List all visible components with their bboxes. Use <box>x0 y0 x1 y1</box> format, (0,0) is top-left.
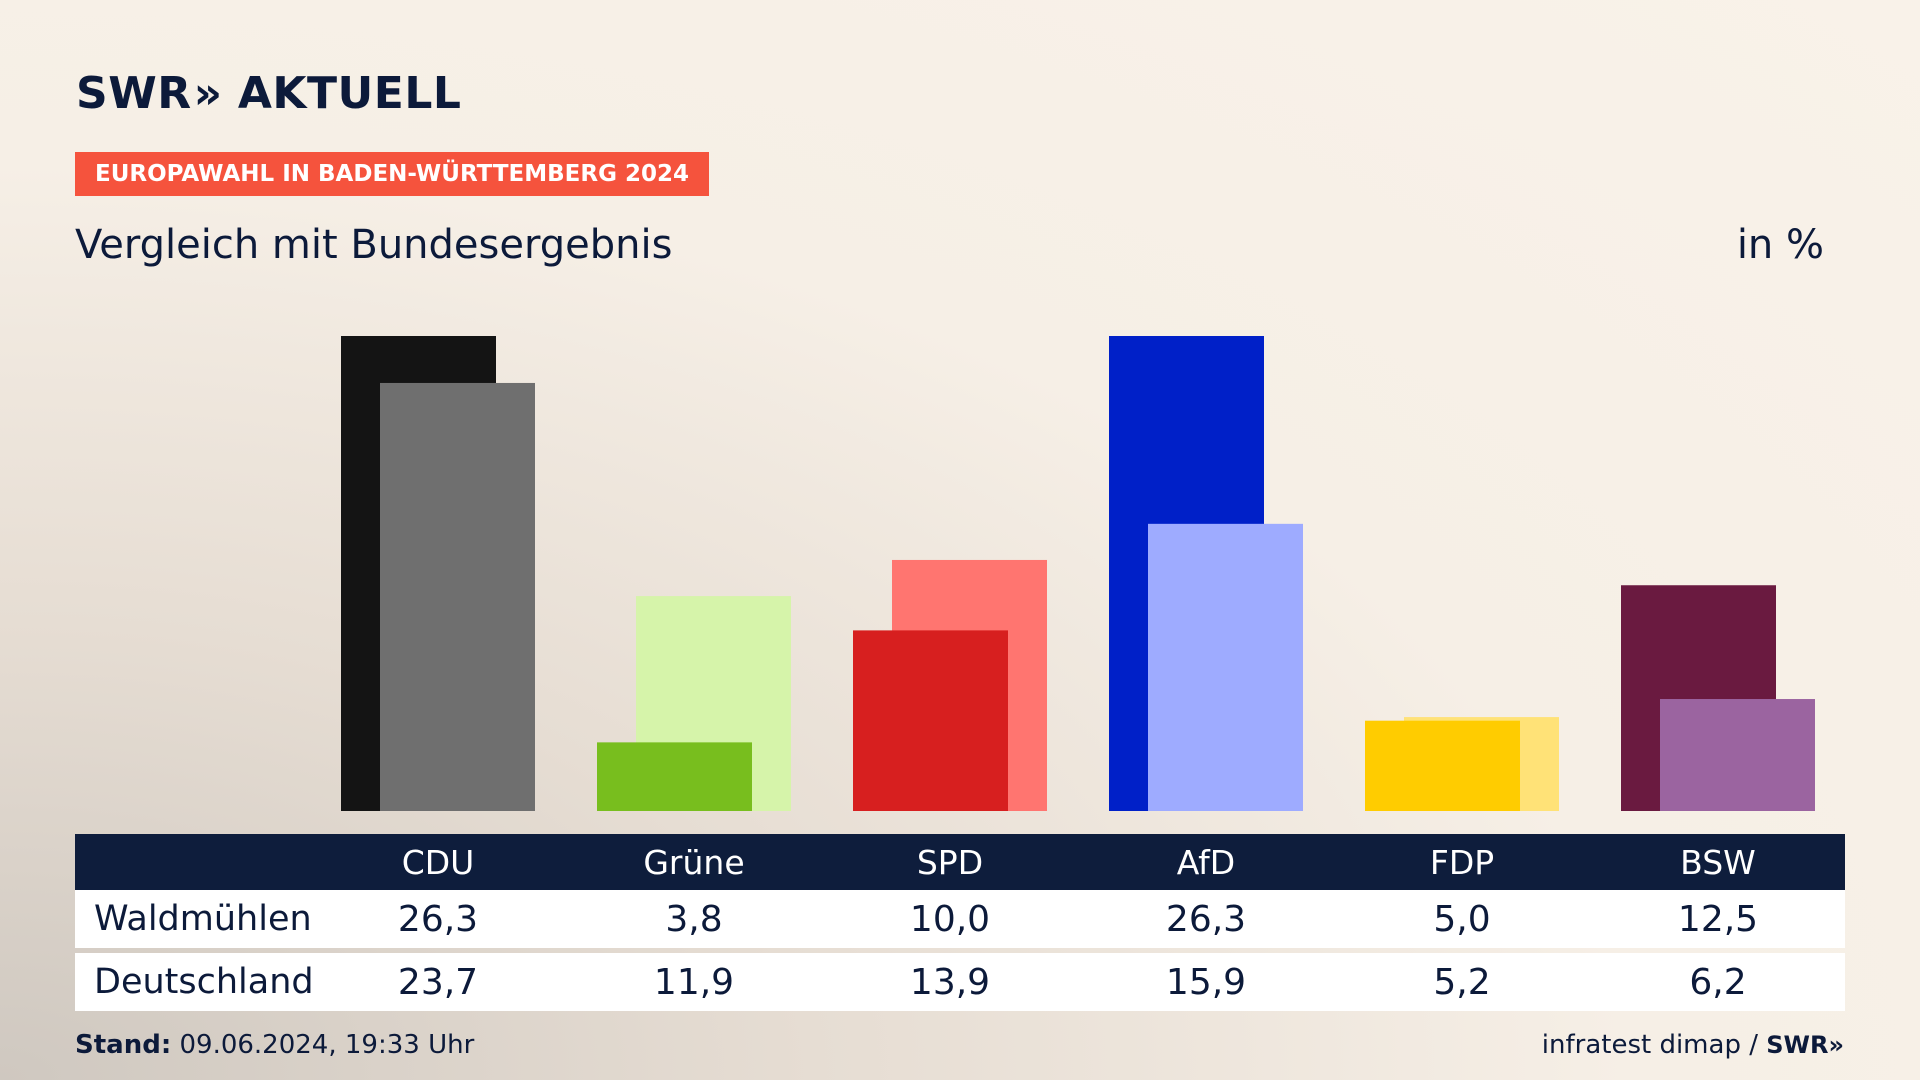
table-cell-afd: 15,9 <box>1165 961 1247 1003</box>
row-label-waldmuehlen: Waldmühlen <box>94 899 312 939</box>
column-header-grüne: Grüne <box>643 842 745 882</box>
table-cell-cdu: 23,7 <box>397 961 479 1003</box>
table-cell-grüne: 3,8 <box>665 898 723 940</box>
row-label-deutschland: Deutschland <box>94 962 314 1002</box>
results-table: CDU Grüne SPD AfD FDP BSW Waldmühlen 26,3 3,8 1… <box>75 834 1845 1011</box>
table-cell-spd: 10,0 <box>909 898 991 940</box>
table-cell-afd: 26,3 <box>1165 898 1247 940</box>
table-cell-fdp: 5,0 <box>1433 898 1491 940</box>
election-tag: EUROPAWAHL IN BADEN-WÜRTTEMBERG 2024 <box>75 152 710 196</box>
unit-label: in % <box>1736 222 1824 268</box>
table-cell-bsw: 6,2 <box>1689 961 1747 1003</box>
table-cell-spd: 13,9 <box>909 961 991 1003</box>
bar-chart <box>341 336 1815 811</box>
column-header-afd: AfD <box>1176 842 1236 882</box>
brand-product: AKTUELL <box>237 68 462 119</box>
table-row: Deutschland 23,7 11,9 13,9 15,9 5,2 6,2 <box>75 953 1845 1011</box>
bar-deutschland-afd <box>1148 523 1303 811</box>
column-header-fdp: FDP <box>1429 842 1495 882</box>
swr-small-logo-icon: SWR» <box>1766 1031 1844 1059</box>
source-credit: infratest dimap / SWR» <box>1542 1030 1844 1060</box>
bar-deutschland-bsw <box>1660 699 1815 811</box>
table-cell-bsw: 12,5 <box>1677 898 1759 940</box>
table-header-row: CDU Grüne SPD AfD FDP BSW <box>75 834 1845 890</box>
table-cell-fdp: 5,2 <box>1433 961 1491 1003</box>
bar-waldmuehlen-fdp <box>1365 720 1520 811</box>
table-cell-cdu: 26,3 <box>397 898 479 940</box>
column-header-cdu: CDU <box>401 842 475 882</box>
table-row: Waldmühlen 26,3 3,8 10,0 26,3 5,0 12,5 <box>75 890 1845 948</box>
table-cell-grüne: 11,9 <box>653 961 735 1003</box>
bar-waldmuehlen-spd <box>853 630 1008 811</box>
bar-deutschland-cdu <box>380 382 535 811</box>
brand-name: SWR <box>76 68 192 119</box>
column-header-bsw: BSW <box>1680 842 1756 882</box>
swr-aktuell-logo: SWR» AKTUELL <box>76 68 461 119</box>
stand-label: Stand: <box>75 1030 172 1060</box>
column-header-spd: SPD <box>916 842 984 882</box>
chart-subtitle: Vergleich mit Bundesergebnis <box>75 222 673 268</box>
timestamp: Stand: 09.06.2024, 19:33 Uhr <box>75 1030 474 1060</box>
bar-waldmuehlen-grüne <box>597 742 752 811</box>
stand-value: 09.06.2024, 19:33 Uhr <box>179 1030 475 1060</box>
source-text: infratest dimap / <box>1541 1030 1758 1060</box>
